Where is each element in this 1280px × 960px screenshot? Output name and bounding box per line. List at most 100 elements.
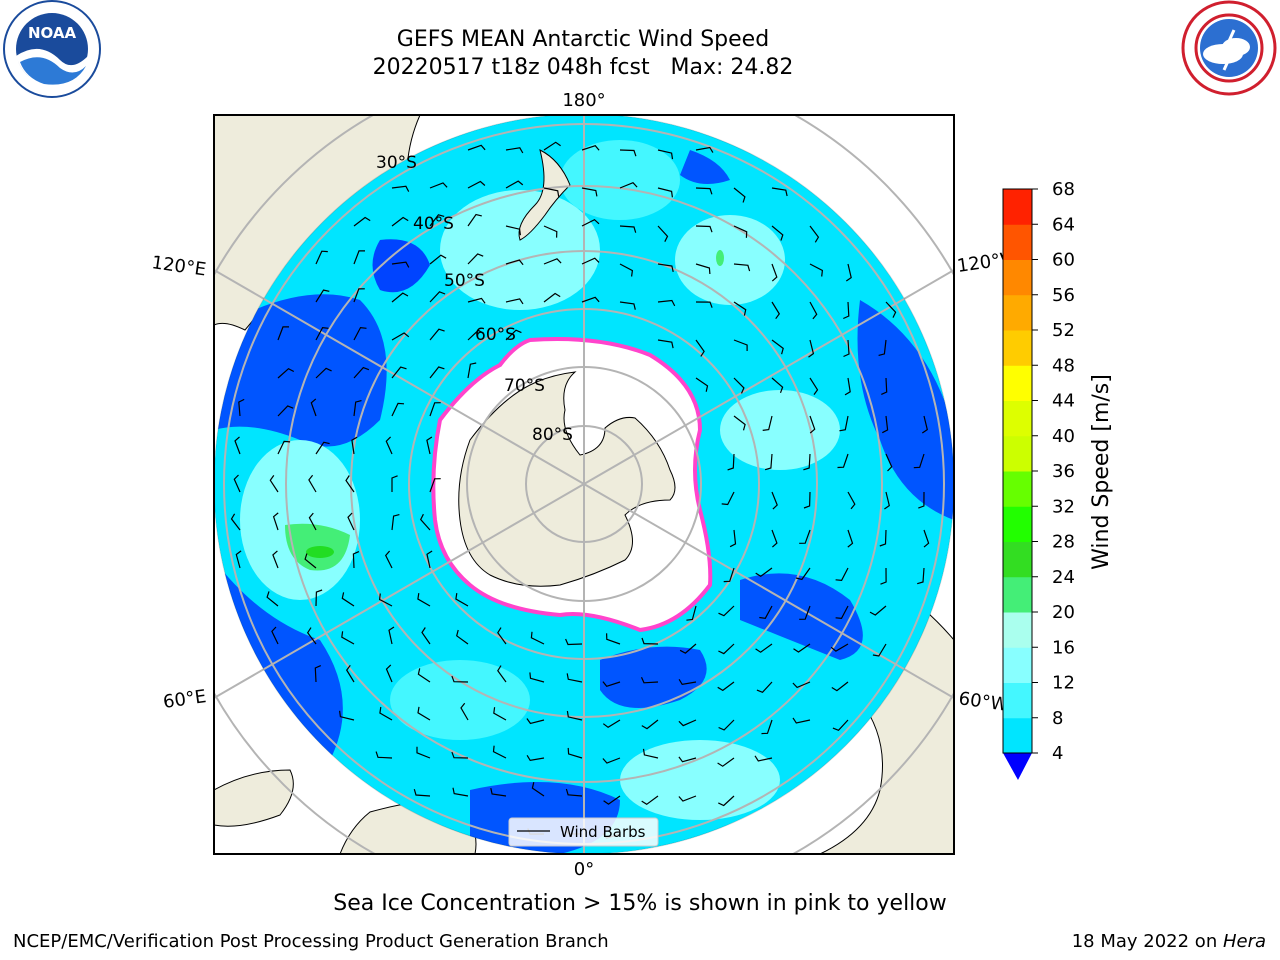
wind-barb — [375, 751, 393, 759]
wind-barb — [567, 747, 583, 759]
footer-right: 18 May 2022 on Hera — [1072, 931, 1266, 953]
wind-barb — [872, 643, 887, 657]
wind-barb — [602, 719, 621, 729]
wind-barb — [642, 748, 659, 759]
wind-barb — [733, 187, 746, 203]
wind-barb — [315, 289, 330, 303]
wind-barb — [581, 187, 598, 197]
wind-barb — [809, 377, 819, 395]
colorbar-band — [1003, 400, 1032, 437]
wind-barb — [391, 185, 410, 192]
wind-barb — [657, 225, 669, 242]
wind-barb — [581, 145, 600, 151]
wind-barb — [505, 180, 524, 189]
wind-barb — [384, 550, 393, 569]
wind-barb — [581, 296, 600, 303]
wind-barb — [695, 301, 713, 308]
wind-barbs — [230, 141, 930, 839]
lat-label-60s: 60°S — [475, 325, 516, 345]
wind-barb — [345, 664, 355, 683]
wind-barb — [353, 326, 367, 341]
wind-barb — [543, 258, 562, 265]
wind-barb — [467, 180, 486, 189]
wind-barb — [315, 589, 323, 607]
wind-barb — [803, 453, 811, 471]
wind-barb — [451, 751, 469, 759]
wind-barb — [543, 292, 561, 303]
wind-barb — [843, 301, 850, 320]
wind-barb — [416, 746, 431, 759]
wind-barb — [429, 402, 441, 417]
wind-barb — [467, 144, 486, 151]
wind-barb — [417, 668, 431, 683]
chart-title: GEFS MEAN Antarctic Wind Speed — [396, 27, 770, 52]
wind-barb — [230, 513, 241, 531]
wind-barb — [792, 681, 811, 689]
wind-barb — [417, 593, 431, 607]
wind-barb — [277, 367, 295, 379]
wind-barb — [657, 149, 674, 160]
wind-barb — [657, 339, 674, 349]
wind-barb — [353, 366, 370, 379]
wind-barb — [529, 672, 545, 683]
wind-barb — [429, 182, 448, 189]
colorbar-tick-label: 4 — [1052, 743, 1063, 764]
colorbar-tick-label: 40 — [1052, 426, 1075, 447]
wind-barb — [543, 225, 558, 238]
colorbar-band — [1003, 541, 1032, 578]
lat-label-70s: 70°S — [504, 376, 545, 396]
wind-barb — [771, 339, 784, 355]
wind-barb — [771, 187, 788, 197]
wind-barb — [565, 638, 583, 646]
wind-barb — [490, 787, 507, 797]
wind-barb — [565, 788, 583, 797]
wind-barb — [839, 415, 849, 432]
wind-barb — [426, 436, 433, 455]
wind-barb — [831, 681, 849, 692]
wind-barb — [881, 377, 888, 395]
wind-barb — [526, 754, 545, 762]
wind-barb — [308, 512, 317, 531]
wind-barb — [641, 637, 659, 645]
wind-barb — [277, 326, 289, 341]
wind-barb — [641, 719, 659, 730]
wind-barb — [733, 415, 746, 431]
wind-barb — [657, 263, 674, 273]
wind-barb — [678, 756, 697, 763]
wind-barb — [756, 681, 773, 694]
wind-barb — [388, 626, 395, 645]
wind-barb — [885, 301, 897, 318]
wind-barb — [353, 288, 365, 303]
wind-barb — [460, 702, 469, 721]
wind-barb — [455, 593, 469, 607]
wind-barb — [733, 301, 747, 316]
wind-barb — [837, 453, 849, 469]
wind-barb — [869, 605, 887, 616]
wind-barb — [235, 550, 242, 569]
colorbar-band — [1003, 647, 1032, 683]
wind-barb — [729, 529, 737, 548]
wind-barb — [314, 665, 322, 683]
wind-barb — [792, 717, 811, 724]
wind-barb — [379, 706, 393, 721]
wind-barb — [429, 291, 446, 303]
wind-barb — [695, 377, 709, 392]
wind-barb — [878, 339, 887, 356]
wind-barb — [847, 529, 854, 548]
colorbar-band — [1003, 717, 1032, 754]
colorbar-tick-label: 28 — [1052, 532, 1075, 553]
colorbar-tick-label: 60 — [1052, 250, 1075, 271]
wind-barb — [353, 250, 365, 265]
wind-barb — [413, 789, 431, 797]
wind-barb — [272, 550, 279, 569]
map-frame — [213, 114, 955, 855]
colorbar-band — [1003, 506, 1032, 542]
colorbar-tick-label: 56 — [1052, 285, 1075, 306]
wind-barb — [310, 398, 317, 417]
wind-barb — [795, 567, 811, 581]
colorbar-band — [1003, 294, 1032, 331]
wind-barb — [378, 593, 393, 607]
wind-barb — [391, 332, 410, 341]
wind-barb — [602, 757, 621, 764]
